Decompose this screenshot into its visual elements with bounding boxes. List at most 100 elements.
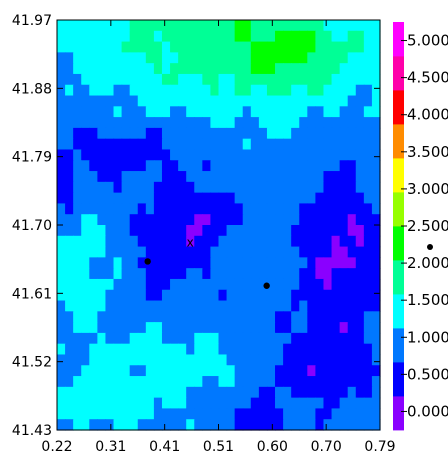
heatmap-cell	[299, 117, 308, 129]
heatmap-cell	[234, 117, 244, 129]
heatmap-cell	[161, 203, 171, 215]
heatmap-cell	[210, 127, 220, 140]
heatmap-cell	[210, 84, 220, 97]
heatmap-cell	[323, 214, 333, 226]
heatmap-cell	[194, 84, 203, 97]
heatmap-cell	[137, 160, 147, 172]
heatmap-cell	[291, 138, 300, 151]
heatmap-cell	[113, 365, 123, 377]
heatmap-cell	[89, 203, 98, 215]
heatmap-cell	[339, 181, 349, 194]
heatmap-cell	[121, 365, 131, 377]
heatmap-cell	[210, 181, 220, 194]
heatmap-cell	[299, 192, 308, 205]
heatmap-cell	[291, 149, 300, 161]
heatmap-cell	[81, 192, 90, 205]
heatmap-cell	[145, 289, 155, 302]
heatmap-cell	[57, 149, 66, 161]
cross-marker: x	[187, 236, 194, 250]
heatmap-cell	[161, 354, 171, 366]
heatmap-cell	[145, 138, 155, 151]
heatmap-cell	[161, 311, 171, 323]
heatmap-cell	[105, 386, 115, 399]
heatmap-cell	[153, 289, 163, 302]
heatmap-cell	[371, 52, 381, 64]
heatmap-cell	[186, 311, 195, 323]
heatmap-cell	[89, 268, 98, 280]
heatmap-cell	[121, 106, 131, 118]
heatmap-cell	[371, 181, 381, 194]
heatmap-cell	[339, 127, 349, 140]
heatmap-cell	[250, 268, 260, 280]
heatmap-cell	[307, 20, 316, 32]
heatmap-cell	[65, 386, 74, 399]
heatmap-cell	[234, 235, 244, 248]
heatmap-cell	[299, 171, 308, 183]
heatmap-cell	[218, 214, 228, 226]
heatmap-cell	[65, 257, 74, 269]
heatmap-cell	[363, 214, 373, 226]
heatmap-cell	[291, 408, 300, 420]
heatmap-cell	[97, 84, 107, 97]
heatmap-cell	[258, 278, 268, 291]
heatmap-cell	[299, 376, 308, 388]
x-tick-label: 0.60	[257, 439, 288, 455]
heatmap-cell	[129, 41, 139, 53]
heatmap-cell	[258, 160, 268, 172]
heatmap-cell	[194, 289, 203, 302]
heatmap-cell	[283, 127, 292, 140]
heatmap-cell	[161, 181, 171, 194]
y-tick-label: 41.43	[12, 423, 52, 439]
heatmap-cell	[145, 322, 155, 334]
heatmap-cell	[194, 214, 203, 226]
heatmap-cell	[137, 41, 147, 53]
heatmap-cell	[113, 84, 123, 97]
heatmap-cell	[57, 52, 66, 64]
heatmap-cell	[347, 354, 357, 366]
heatmap-cell	[89, 376, 98, 388]
heatmap-cell	[57, 138, 66, 151]
heatmap-cell	[105, 63, 115, 75]
heatmap-cell	[170, 343, 179, 356]
heatmap-cell	[299, 300, 308, 312]
heatmap-cell	[323, 235, 333, 248]
heatmap-cell	[113, 397, 123, 410]
heatmap-cell	[153, 300, 163, 312]
colorbar-tick-label: 4.000	[407, 106, 448, 124]
heatmap-cell	[170, 160, 179, 172]
heatmap-cell	[113, 171, 123, 183]
heatmap-cell	[202, 95, 212, 107]
heatmap-cell	[210, 268, 220, 280]
heatmap-cell	[210, 106, 220, 118]
heatmap-cell	[186, 73, 195, 86]
heatmap-cell	[89, 365, 98, 377]
heatmap-cell	[153, 192, 163, 205]
heatmap-cell	[234, 192, 244, 205]
heatmap-cell	[178, 419, 187, 431]
heatmap-cell	[121, 408, 131, 420]
heatmap-cell	[315, 106, 325, 118]
heatmap-cell	[299, 225, 308, 237]
heatmap-cell	[218, 203, 228, 215]
heatmap-cell	[113, 278, 123, 291]
heatmap-cell	[121, 257, 131, 269]
heatmap-cell	[339, 397, 349, 410]
heatmap-cell	[291, 322, 300, 334]
heatmap-cell	[371, 278, 381, 291]
heatmap-cell	[307, 235, 316, 248]
heatmap-cell	[355, 365, 365, 377]
heatmap-cell	[73, 235, 82, 248]
heatmap-cell	[210, 95, 220, 107]
heatmap-cell	[145, 214, 155, 226]
heatmap-cell	[371, 289, 381, 302]
heatmap-cell	[73, 386, 82, 399]
heatmap-cell	[129, 257, 139, 269]
colorbar-tick-label: 0.500	[407, 365, 448, 383]
heatmap-cell	[347, 84, 357, 97]
heatmap-cell	[371, 397, 381, 410]
colorbar-segment	[393, 328, 404, 363]
heatmap-cell	[81, 225, 90, 237]
heatmap-cell	[137, 214, 147, 226]
heatmap-cell	[202, 181, 212, 194]
heatmap-cell	[283, 73, 292, 86]
